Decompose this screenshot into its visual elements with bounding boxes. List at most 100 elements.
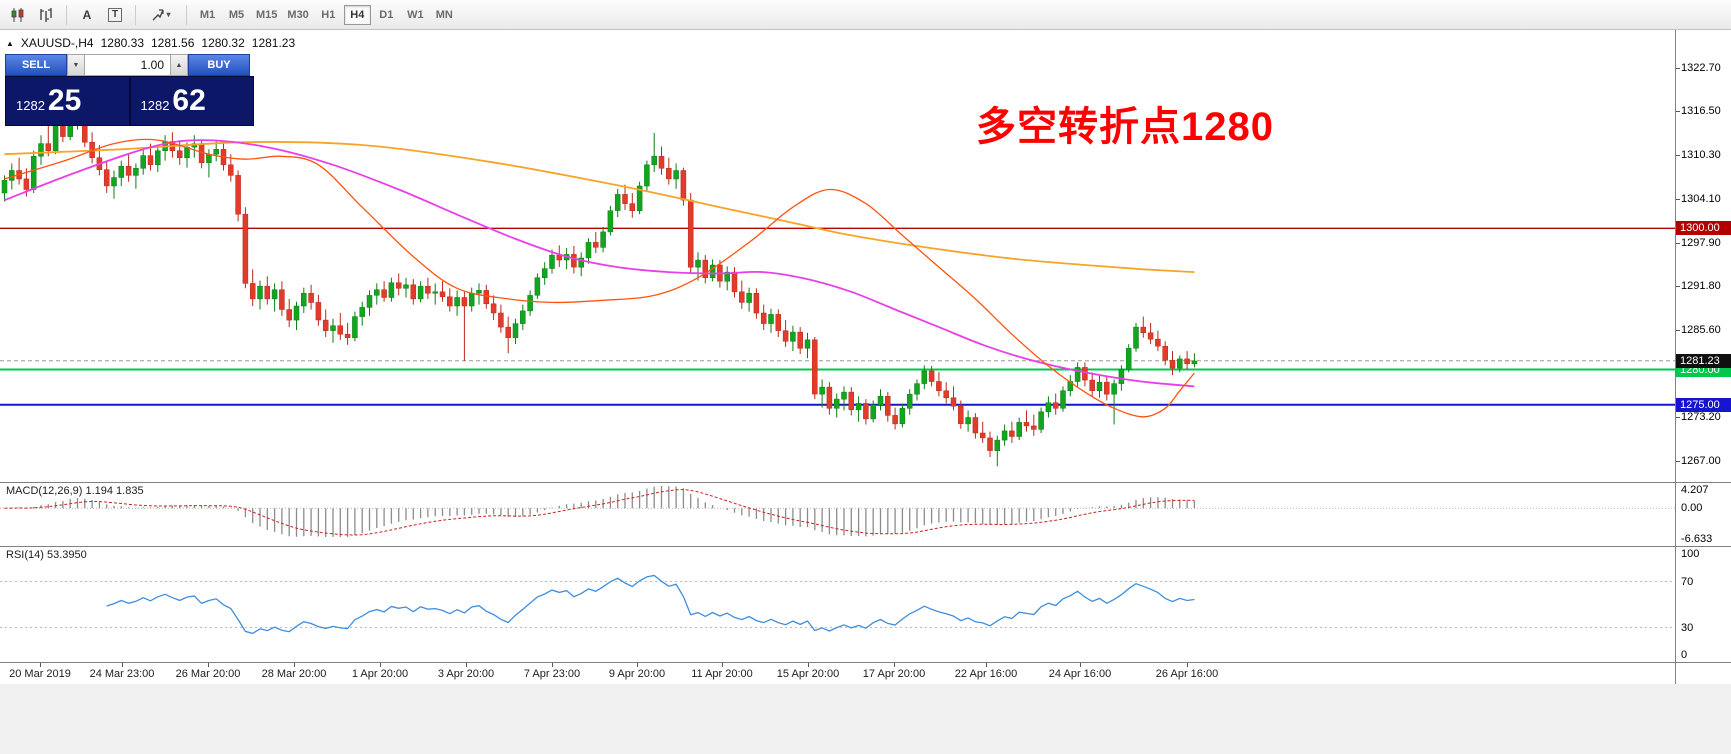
close-value: 1281.23 <box>251 36 296 50</box>
open-value: 1280.33 <box>100 36 144 50</box>
timeframe-button-w1[interactable]: W1 <box>402 5 429 25</box>
price-chart-area[interactable]: ▲ XAUUSD-,H4 1280.33 1281.56 1280.32 128… <box>0 30 1675 482</box>
macd-panel-row: MACD(12,26,9) 1.194 1.835 4.207 0.00 -6.63… <box>0 482 1731 546</box>
price-axis-tick: 1267.00 <box>1676 454 1721 467</box>
drawing-tools-dropdown-icon[interactable]: ▾ <box>143 4 179 26</box>
volume-increase-button[interactable]: ▲ <box>170 54 188 76</box>
main-chart-row: ▲ XAUUSD-,H4 1280.33 1281.56 1280.32 128… <box>0 30 1731 482</box>
rsi-axis[interactable]: 100 70 30 0 <box>1675 547 1731 662</box>
time-axis-label: 9 Apr 20:00 <box>608 668 666 680</box>
rsi-label: RSI(14) 53.3950 <box>6 549 87 561</box>
time-axis-tickmark <box>294 663 295 667</box>
time-axis-label: 22 Apr 16:00 <box>954 668 1018 680</box>
macd-axis-tick: 4.207 <box>1681 484 1709 496</box>
price-axis-tick: 1273.20 <box>1676 411 1721 423</box>
price-axis-tick: 1297.90 <box>1676 236 1721 249</box>
sell-price-main: 1282 <box>16 98 45 113</box>
timeframe-button-m1[interactable]: M1 <box>194 5 221 25</box>
rsi-line-chart[interactable] <box>0 547 1675 662</box>
bar-chart-icon[interactable] <box>33 4 59 26</box>
arrow-tool-glyph <box>152 8 165 20</box>
price-axis-tick: 1316.50 <box>1676 105 1721 118</box>
time-axis-tickmark <box>552 663 553 667</box>
macd-axis-tick: 0.00 <box>1681 502 1703 515</box>
time-axis-tickmark <box>122 663 123 667</box>
volume-decrease-button[interactable]: ▼ <box>67 54 85 76</box>
price-axis-tick: 1285.60 <box>1676 323 1721 336</box>
macd-axis[interactable]: 4.207 0.00 -6.633 <box>1675 483 1731 546</box>
timeframe-button-m30[interactable]: M30 <box>283 5 312 25</box>
rsi-axis-tick: 100 <box>1681 548 1700 560</box>
window-background <box>0 684 1731 754</box>
text-label-glyph: T <box>107 7 123 22</box>
timeframe-button-m15[interactable]: M15 <box>252 5 281 25</box>
chart-ohlc-header: ▲ XAUUSD-,H4 1280.33 1281.56 1280.32 128… <box>6 36 295 50</box>
buy-price-main: 1282 <box>140 98 170 113</box>
price-badge-1281.23: 1281.23 <box>1676 353 1731 368</box>
toolbar-separator <box>135 4 136 25</box>
time-axis-label: 20 Mar 2019 <box>9 668 71 680</box>
trade-prices-row: 1282 25 1282 62 <box>5 76 254 126</box>
time-axis-label: 24 Mar 23:00 <box>89 668 155 680</box>
time-axis-label: 3 Apr 20:00 <box>437 668 495 680</box>
time-axis-label: 15 Apr 20:00 <box>776 668 840 680</box>
rsi-axis-tick: 30 <box>1681 621 1694 634</box>
text-label-tool-icon[interactable]: T <box>102 4 128 26</box>
time-axis-tickmark <box>208 663 209 667</box>
time-axis-label: 7 Apr 23:00 <box>523 668 581 680</box>
price-badge-1300.00: 1300.00 <box>1676 221 1731 236</box>
time-axis-row: 20 Mar 2019 24 Mar 23:00 26 Mar 20:00 28 Ma… <box>0 662 1731 684</box>
timeframe-button-d1[interactable]: D1 <box>373 5 400 25</box>
time-axis-tickmark <box>722 663 723 667</box>
bar-chart-glyph <box>40 7 52 22</box>
buy-price-pips: 62 <box>172 84 206 117</box>
time-axis-tickmark <box>40 663 41 667</box>
time-axis-tickmark <box>808 663 809 667</box>
chevron-down-icon: ▾ <box>166 10 171 19</box>
time-axis-label: 26 Mar 20:00 <box>175 668 241 680</box>
time-axis-label: 1 Apr 20:00 <box>351 668 409 680</box>
price-axis-tick: 1291.80 <box>1676 279 1721 292</box>
rsi-panel-row: RSI(14) 53.3950 100 70 30 0 <box>0 546 1731 662</box>
time-axis-label: 24 Apr 16:00 <box>1048 668 1112 680</box>
one-click-trading-panel: SELL ▼ ▲ BUY 1282 25 1282 62 <box>5 54 254 126</box>
timeframe-button-m5[interactable]: M5 <box>223 5 250 25</box>
price-axis-tick: 1304.10 <box>1676 192 1721 205</box>
rsi-chart-area[interactable]: RSI(14) 53.3950 <box>0 547 1675 662</box>
price-axis[interactable]: 1322.70 1316.50 1310.30 1304.10 1297.90 1291.… <box>1675 30 1731 482</box>
buy-price[interactable]: 1282 62 <box>130 77 253 125</box>
time-axis-label: 28 Mar 20:00 <box>261 668 327 680</box>
trade-controls-row: SELL ▼ ▲ BUY <box>5 54 254 76</box>
timeframe-button-h1[interactable]: H1 <box>315 5 342 25</box>
timeframe-button-h4[interactable]: H4 <box>343 4 371 25</box>
rsi-axis-tick: 0 <box>1681 649 1688 661</box>
chart-text-annotation: 多空转折点1280 <box>976 105 1274 149</box>
candlestick-glyph <box>11 7 24 22</box>
time-axis-tickmark <box>986 663 987 667</box>
candlestick-chart-icon[interactable] <box>5 4 31 26</box>
price-axis-tick: 1310.30 <box>1676 149 1721 162</box>
macd-axis-tick: -6.633 <box>1681 533 1713 545</box>
macd-chart-area[interactable]: MACD(12,26,9) 1.194 1.835 <box>0 483 1675 546</box>
volume-input[interactable] <box>85 54 170 76</box>
rsi-axis-tick: 70 <box>1681 575 1694 588</box>
text-tool-icon[interactable]: A <box>74 4 100 26</box>
time-axis-tickmark <box>637 663 638 667</box>
symbol-period-label: XAUUSD-,H4 <box>20 36 94 50</box>
buy-button[interactable]: BUY <box>188 54 250 76</box>
time-axis-tickmark <box>466 663 467 667</box>
low-value: 1280.32 <box>201 36 245 50</box>
sell-price-pips: 25 <box>47 84 82 117</box>
sell-button[interactable]: SELL <box>5 54 67 76</box>
time-axis-tickmark <box>1080 663 1081 667</box>
macd-histogram[interactable] <box>0 483 1675 546</box>
time-axis[interactable]: 20 Mar 2019 24 Mar 23:00 26 Mar 20:00 28 Ma… <box>0 663 1675 684</box>
macd-label: MACD(12,26,9) 1.194 1.835 <box>6 485 144 497</box>
time-axis-tickmark <box>380 663 381 667</box>
collapse-triangle-icon: ▲ <box>6 38 14 48</box>
candlestick-chart[interactable] <box>0 30 1675 482</box>
price-badge-1275.00: 1275.00 <box>1676 397 1731 412</box>
sell-price[interactable]: 1282 25 <box>6 77 129 125</box>
time-axis-corner <box>1675 663 1731 684</box>
timeframe-button-mn[interactable]: MN <box>431 5 458 25</box>
